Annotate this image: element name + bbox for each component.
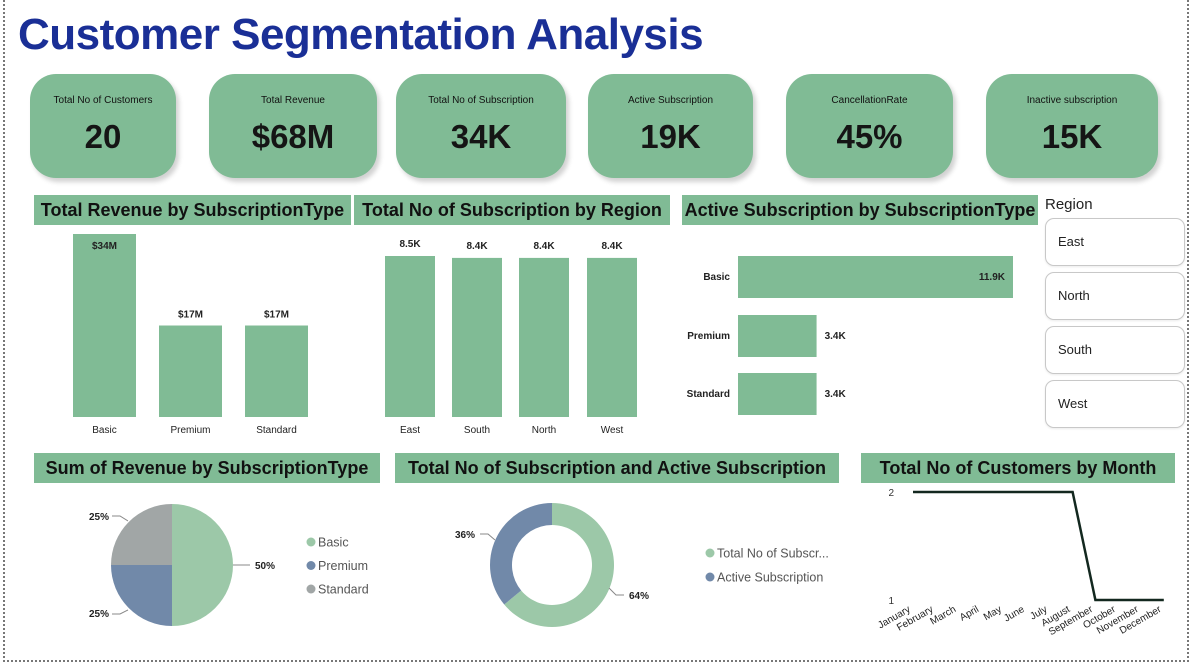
- data-label-region-north: 8.4K: [533, 241, 555, 252]
- bar-revenue-basic[interactable]: [73, 234, 136, 417]
- data-label-revenue-standard: $17M: [264, 310, 289, 321]
- data-label-region-south: 8.4K: [466, 241, 488, 252]
- data-label-active-premium: 3.4K: [825, 331, 847, 342]
- hbar-active-premium[interactable]: [738, 315, 817, 357]
- data-label-active-basic: 11.9K: [979, 272, 1006, 283]
- bar-revenue-standard[interactable]: [245, 326, 308, 418]
- tick-label-standard: Standard: [687, 389, 730, 400]
- y-tick-label: 2: [888, 488, 894, 499]
- legend-label-basic: Basic: [318, 536, 349, 550]
- data-label-share-premium: 25%: [89, 609, 109, 620]
- tick-label-premium: Premium: [170, 425, 210, 436]
- legend-label-active-subscription: Active Subscription: [717, 571, 823, 585]
- donut-slice-active-subscription[interactable]: [490, 503, 552, 605]
- month-tick-may: May: [982, 604, 1004, 623]
- pie-slice-standard[interactable]: [111, 504, 172, 565]
- data-label-region-west: 8.4K: [601, 241, 623, 252]
- data-label-total-share: 64%: [629, 591, 649, 602]
- legend-marker-total-no-of-subscr: [706, 549, 715, 558]
- legend-label-total-no-of-subscr: Total No of Subscr...: [717, 547, 829, 561]
- leader-line-premium: [112, 610, 128, 614]
- hbar-active-standard[interactable]: [738, 373, 817, 415]
- tick-label-south: South: [464, 425, 490, 436]
- data-label-share-standard: 25%: [89, 512, 109, 523]
- tick-label-east: East: [400, 425, 420, 436]
- tick-label-premium: Premium: [687, 331, 730, 342]
- bar-region-west[interactable]: [587, 258, 637, 417]
- tick-label-north: North: [532, 425, 556, 436]
- data-label-region-east: 8.5K: [399, 239, 421, 250]
- pie-slice-basic[interactable]: [172, 504, 233, 626]
- data-label-revenue-basic: $34M: [92, 241, 117, 252]
- bar-revenue-premium[interactable]: [159, 326, 222, 418]
- hbar-active-basic[interactable]: [738, 256, 1013, 298]
- month-tick-march: March: [929, 604, 959, 627]
- data-label-revenue-premium: $17M: [178, 310, 203, 321]
- legend-marker-active-subscription: [706, 573, 715, 582]
- legend-marker-standard: [307, 585, 316, 594]
- tick-label-west: West: [601, 425, 624, 436]
- legend-label-premium: Premium: [318, 559, 368, 573]
- bar-region-east[interactable]: [385, 256, 435, 417]
- y-tick-label: 1: [888, 596, 894, 607]
- data-label-active-share: 36%: [455, 530, 475, 541]
- tick-label-basic: Basic: [92, 425, 116, 436]
- data-label-active-standard: 3.4K: [825, 389, 847, 400]
- tick-label-standard: Standard: [256, 425, 297, 436]
- tick-label-basic: Basic: [703, 272, 730, 283]
- legend-marker-premium: [307, 561, 316, 570]
- data-label-share-basic: 50%: [255, 561, 275, 572]
- legend-label-standard: Standard: [318, 583, 369, 597]
- month-tick-june: June: [1002, 604, 1027, 625]
- leader-line-active: [480, 534, 495, 540]
- bar-region-north[interactable]: [519, 258, 569, 417]
- leader-line-total: [609, 588, 624, 595]
- leader-line-standard: [112, 516, 128, 521]
- line-series-customers[interactable]: [913, 492, 1164, 600]
- legend-marker-basic: [307, 538, 316, 547]
- month-tick-april: April: [958, 604, 981, 624]
- bar-region-south[interactable]: [452, 258, 502, 417]
- pie-slice-premium[interactable]: [111, 565, 172, 626]
